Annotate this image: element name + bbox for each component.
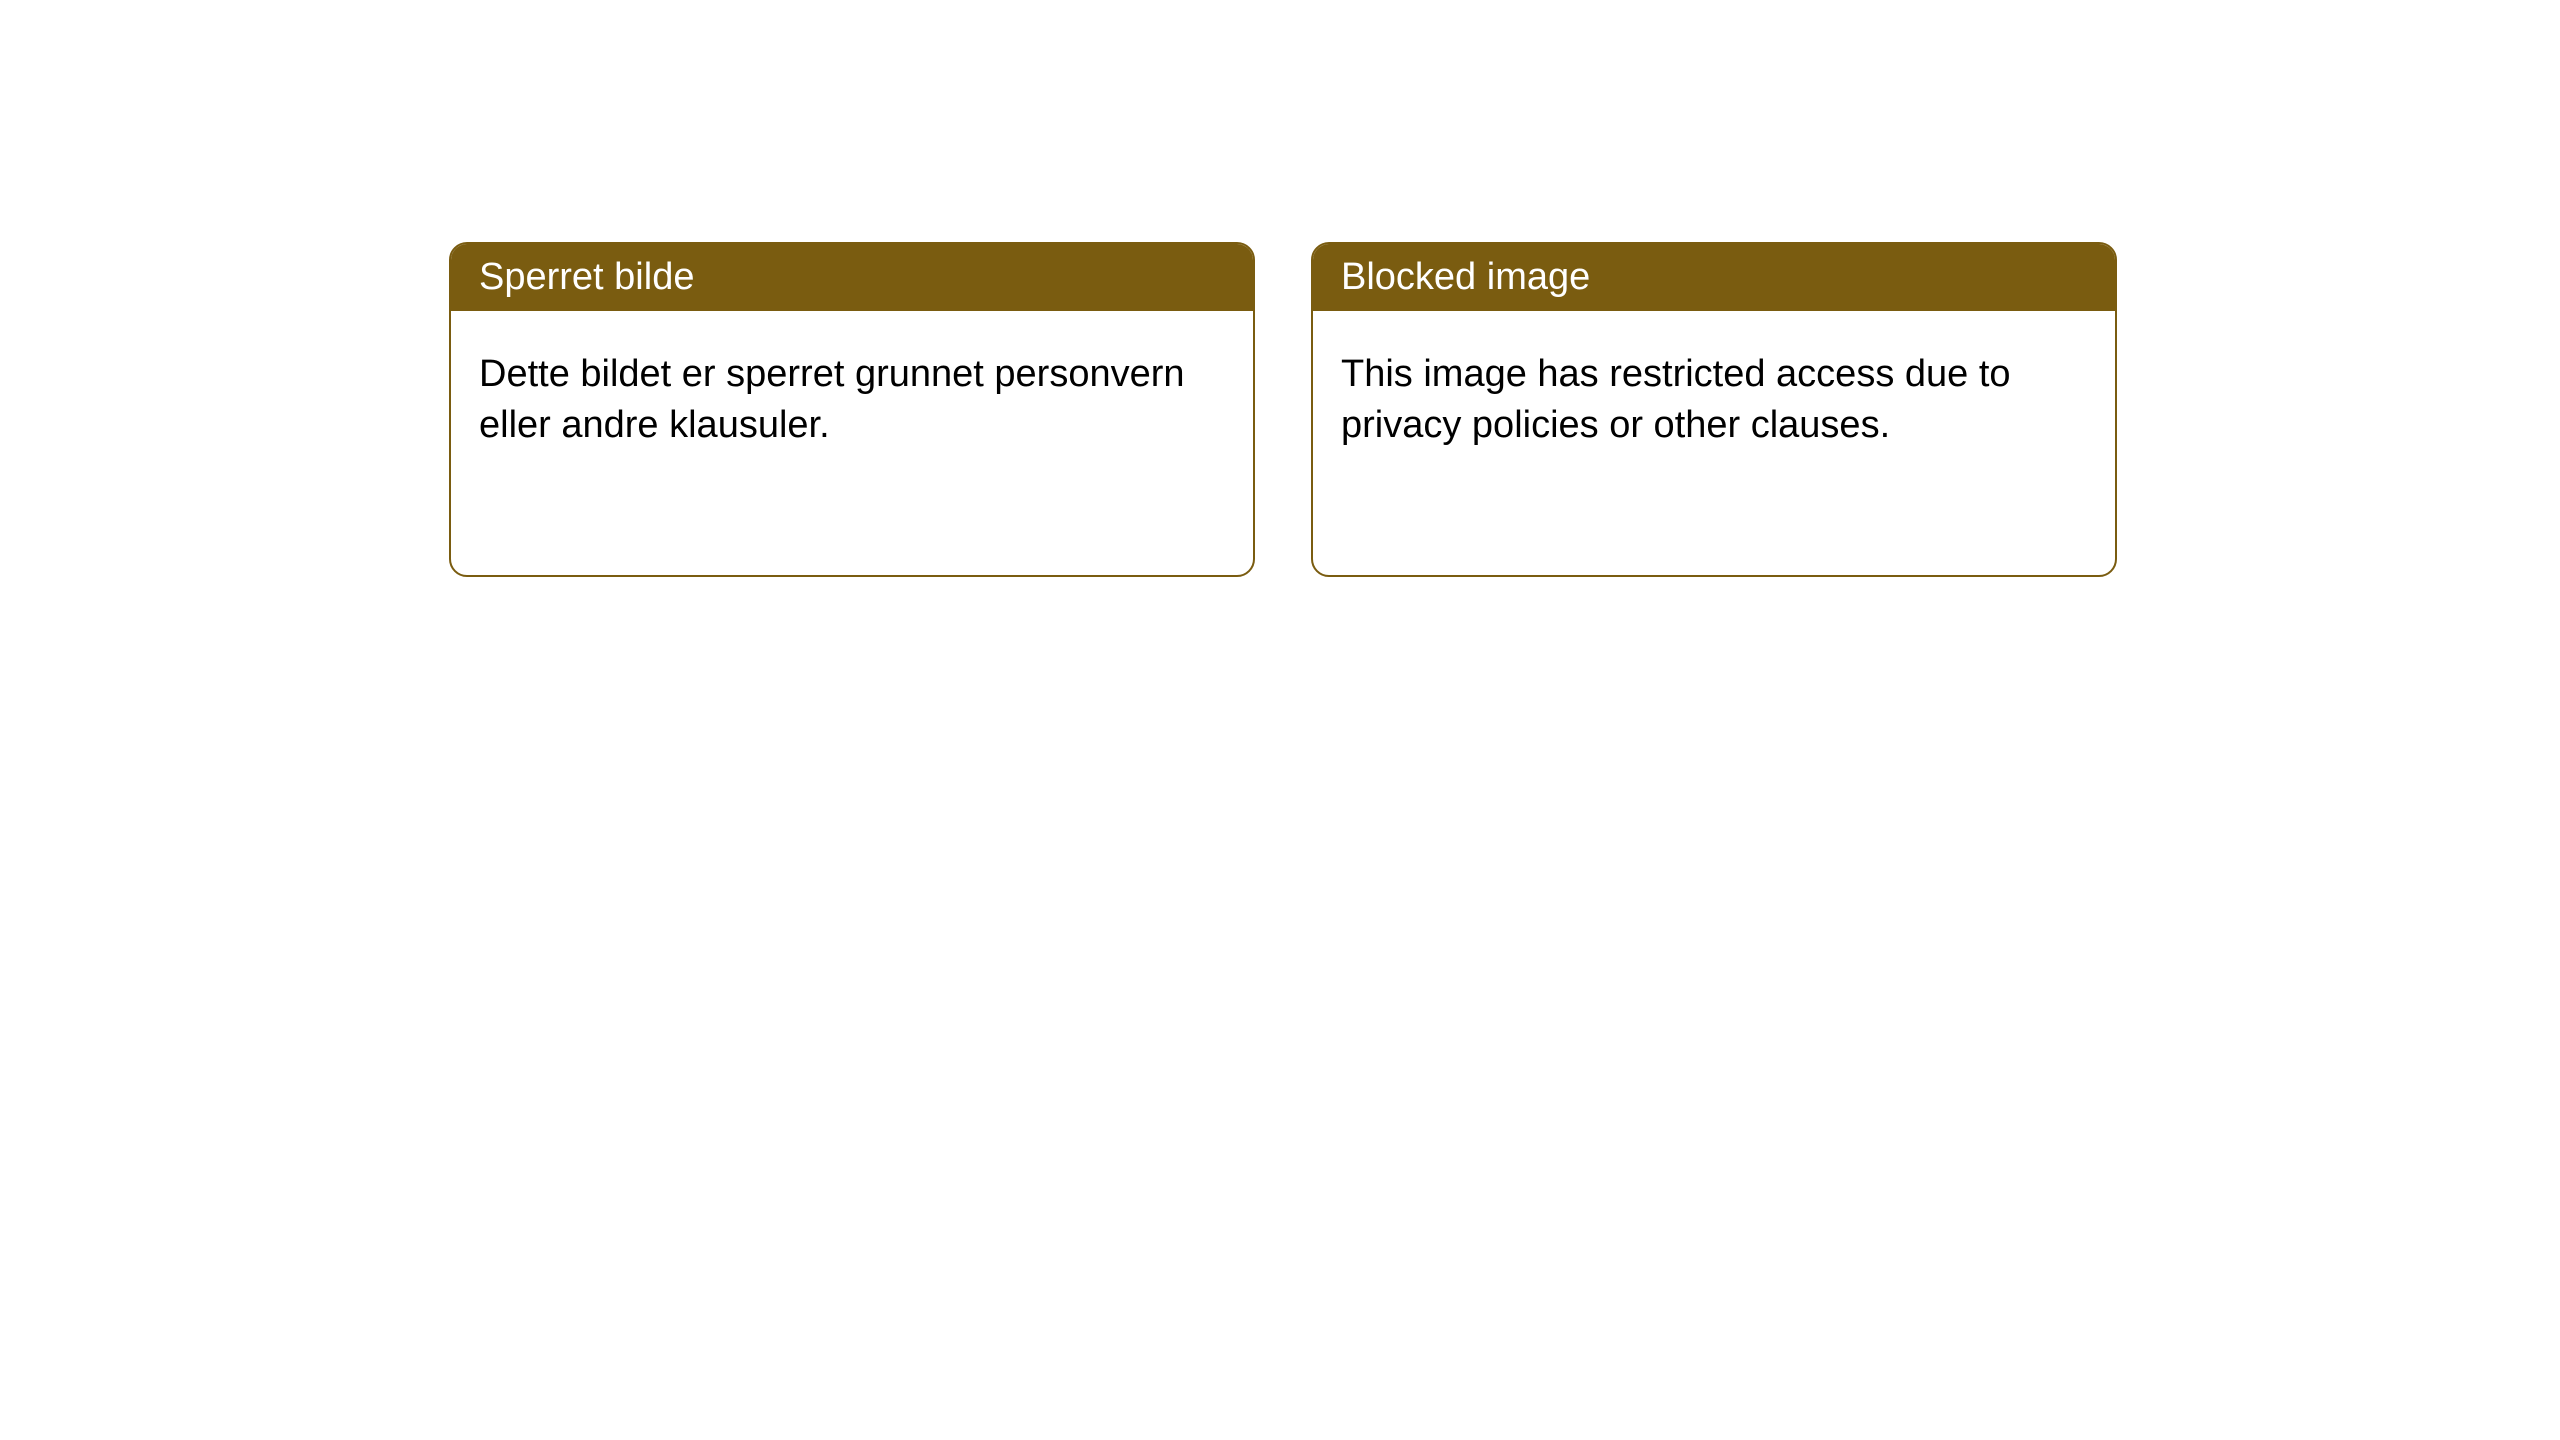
notice-card-norwegian: Sperret bilde Dette bildet er sperret gr… [449,242,1255,577]
notice-container: Sperret bilde Dette bildet er sperret gr… [0,0,2560,577]
notice-header: Blocked image [1313,244,2115,311]
notice-card-english: Blocked image This image has restricted … [1311,242,2117,577]
notice-body: Dette bildet er sperret grunnet personve… [451,311,1253,490]
notice-header: Sperret bilde [451,244,1253,311]
notice-body: This image has restricted access due to … [1313,311,2115,490]
